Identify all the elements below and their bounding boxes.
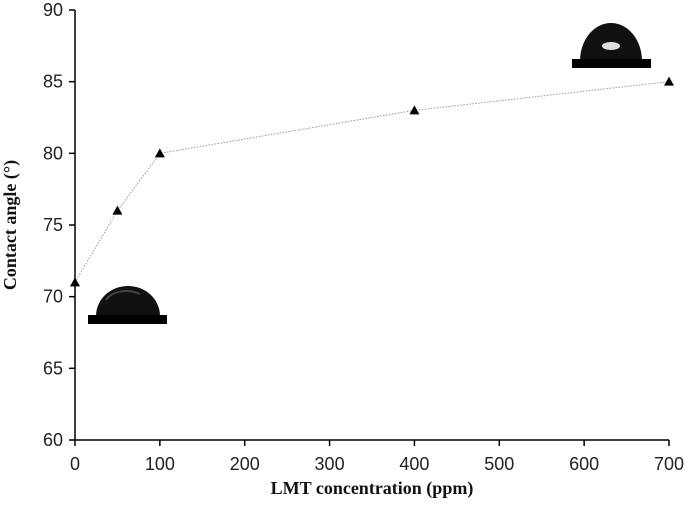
data-point xyxy=(154,148,165,158)
droplet-image xyxy=(572,23,651,68)
x-tick-label: 400 xyxy=(399,454,429,474)
x-tick-label: 600 xyxy=(569,454,599,474)
y-tick-label: 65 xyxy=(43,358,63,378)
x-axis-label: LMT concentration (ppm) xyxy=(271,478,474,499)
x-tick-label: 0 xyxy=(70,454,80,474)
x-tick-label: 500 xyxy=(484,454,514,474)
data-point xyxy=(664,76,674,86)
droplet-image xyxy=(88,286,167,324)
y-tick-label: 75 xyxy=(43,215,63,235)
data-point xyxy=(409,105,420,115)
x-tick-label: 300 xyxy=(315,454,345,474)
y-tick-label: 80 xyxy=(43,143,63,163)
y-tick-label: 85 xyxy=(43,72,63,92)
data-line xyxy=(74,81,670,283)
y-axis-label: Contact angle (°) xyxy=(0,160,21,290)
x-tick-label: 200 xyxy=(230,454,260,474)
data-point xyxy=(112,205,123,215)
y-tick-label: 70 xyxy=(43,287,63,307)
y-tick-label: 60 xyxy=(43,430,63,450)
y-tick-label: 90 xyxy=(43,0,63,20)
x-tick-label: 700 xyxy=(654,454,684,474)
x-tick-label: 100 xyxy=(145,454,175,474)
data-point xyxy=(70,277,80,287)
